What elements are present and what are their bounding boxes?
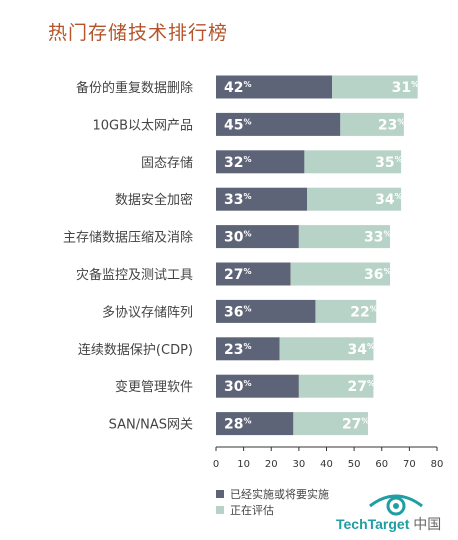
data-label: 31%	[392, 80, 420, 96]
bar-evaluating	[293, 412, 368, 436]
data-label: 34%	[375, 192, 403, 208]
bar-implemented	[216, 299, 316, 323]
data-label: 45%	[224, 117, 252, 133]
category-label: 多协议存储阵列	[102, 304, 193, 320]
data-label: 32%	[224, 155, 252, 171]
bar-evaluating	[304, 150, 402, 174]
techtarget-logo: TechTarget 中国	[336, 492, 454, 536]
bar-implemented	[216, 262, 291, 286]
legend: 已经实施或将要实施 正在评估	[216, 486, 329, 518]
bar-evaluating	[290, 262, 391, 286]
category-label: 备份的重复数据删除	[76, 80, 193, 96]
logo-text: TechTarget 中国	[336, 514, 441, 534]
bar-evaluating	[279, 337, 374, 361]
data-label: 33%	[364, 230, 392, 246]
value-labels: 42% 31% 45% 23% 32% 35% 33% 34% 30% 33% 27% 36% 36% 2…	[224, 80, 419, 433]
data-label: 28%	[224, 417, 252, 433]
bar-implemented	[216, 112, 341, 136]
x-tick-label: 40	[320, 459, 333, 470]
x-tick-label: 10	[237, 459, 250, 470]
category-label: 变更管理软件	[115, 379, 193, 395]
bar-implemented	[216, 150, 305, 174]
legend-item-evaluating: 正在评估	[216, 502, 329, 518]
data-label: 36%	[364, 267, 392, 283]
data-label: 30%	[224, 230, 252, 246]
data-label: 27%	[224, 267, 252, 283]
data-label: 35%	[375, 155, 403, 171]
category-label: 连续数据保护(CDP)	[78, 342, 193, 358]
legend-label-evaluating: 正在评估	[230, 504, 274, 517]
eye-logo-icon	[369, 494, 423, 516]
x-tick-label: 60	[375, 459, 388, 470]
category-label: 数据安全加密	[115, 192, 193, 208]
bar-evaluating	[298, 374, 374, 398]
x-tick-label: 20	[265, 459, 278, 470]
bar-implemented	[216, 337, 280, 361]
x-tick-label: 70	[403, 459, 416, 470]
category-label: 固态存储	[141, 156, 193, 171]
data-label: 34%	[347, 342, 375, 358]
category-label: SAN/NAS网关	[109, 418, 193, 433]
data-label: 36%	[224, 304, 252, 320]
legend-swatch-evaluating	[216, 506, 224, 514]
bar-evaluating	[332, 75, 418, 99]
bar-evaluating	[307, 187, 402, 211]
data-label: 27%	[347, 379, 375, 395]
legend-label-implemented: 已经实施或将要实施	[230, 488, 329, 501]
data-label: 42%	[224, 80, 252, 96]
x-tick-label: 50	[348, 459, 361, 470]
legend-item-implemented: 已经实施或将要实施	[216, 486, 329, 502]
logo-name: TechTarget	[336, 516, 410, 532]
x-tick-label: 80	[431, 459, 444, 470]
x-tick-label: 30	[293, 459, 306, 470]
data-label: 27%	[342, 417, 370, 433]
bar-implemented	[216, 225, 299, 249]
data-label: 33%	[224, 192, 252, 208]
category-label: 主存储数据压缩及消除	[63, 230, 193, 246]
bar-group	[216, 75, 418, 436]
bar-implemented	[216, 187, 308, 211]
data-label: 30%	[224, 379, 252, 395]
category-label: 10GB以太网产品	[92, 118, 193, 133]
logo-suffix: 中国	[413, 516, 442, 532]
chart-title: 热门存储技术排行榜	[48, 22, 229, 44]
bar-evaluating	[340, 112, 404, 136]
x-tick-label: 0	[213, 459, 219, 470]
category-label: 灾备监控及测试工具	[76, 267, 193, 283]
bar-implemented	[216, 412, 294, 436]
legend-swatch-implemented	[216, 490, 224, 498]
bar-implemented	[216, 75, 333, 99]
data-label: 22%	[350, 304, 378, 320]
bar-evaluating	[298, 225, 391, 249]
bar-implemented	[216, 374, 299, 398]
category-labels: 备份的重复数据删除 10GB以太网产品固态存储数据安全加密主存储数据压缩及消除灾备…	[63, 80, 193, 433]
data-label: 23%	[378, 117, 406, 133]
bar-evaluating	[315, 299, 377, 323]
x-axis: 0 10 20 30 40 50 60 70 80	[213, 446, 444, 470]
data-label: 23%	[224, 342, 252, 358]
